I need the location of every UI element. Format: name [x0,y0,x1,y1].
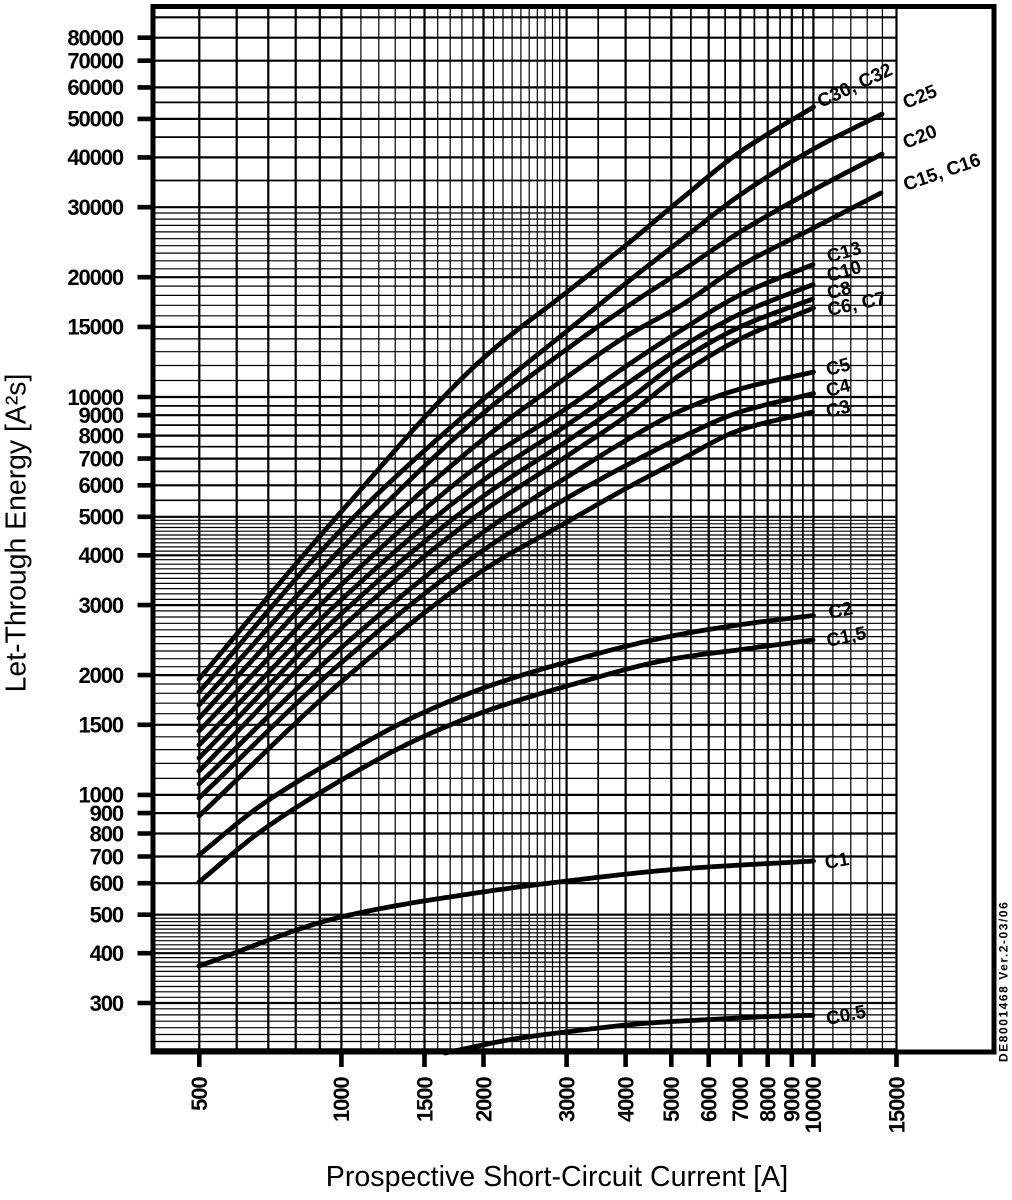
svg-text:2000: 2000 [471,1077,496,1122]
svg-text:50000: 50000 [67,107,124,132]
svg-text:2000: 2000 [78,663,123,688]
svg-text:300: 300 [90,991,124,1016]
svg-text:7000: 7000 [78,446,123,471]
svg-text:800: 800 [90,821,124,846]
svg-text:500: 500 [187,1077,212,1111]
svg-text:15000: 15000 [884,1077,909,1134]
svg-text:10000: 10000 [801,1077,826,1134]
svg-text:1000: 1000 [78,783,123,808]
svg-text:60000: 60000 [67,75,124,100]
svg-text:4000: 4000 [78,543,123,568]
svg-text:5000: 5000 [78,505,123,530]
svg-text:10000: 10000 [67,385,124,410]
svg-text:1500: 1500 [412,1077,437,1122]
svg-text:1500: 1500 [78,713,123,738]
svg-text:15000: 15000 [67,315,124,340]
svg-text:500: 500 [90,903,124,928]
svg-text:20000: 20000 [67,265,124,290]
svg-text:70000: 70000 [67,49,124,74]
svg-text:7000: 7000 [728,1077,753,1122]
svg-text:6000: 6000 [697,1077,722,1122]
svg-text:9000: 9000 [780,1077,805,1122]
svg-text:700: 700 [90,844,124,869]
svg-text:8000: 8000 [78,423,123,448]
svg-text:1000: 1000 [329,1077,354,1122]
svg-text:9000: 9000 [78,403,123,428]
svg-text:Let-Through Energy [A²s]: Let-Through Energy [A²s] [1,374,33,693]
svg-text:80000: 80000 [67,26,124,51]
svg-text:5000: 5000 [659,1077,684,1122]
svg-text:8000: 8000 [756,1077,781,1122]
svg-text:600: 600 [90,871,124,896]
svg-text:30000: 30000 [67,195,124,220]
svg-text:4000: 4000 [613,1077,638,1122]
svg-text:3000: 3000 [554,1077,579,1122]
svg-text:900: 900 [90,801,124,826]
svg-text:40000: 40000 [67,145,124,170]
svg-text:3000: 3000 [78,593,123,618]
svg-text:DE8001468 Ver.2-03/06: DE8001468 Ver.2-03/06 [996,901,1010,1062]
svg-text:Prospective Short-Circuit Curr: Prospective Short-Circuit Current [A] [326,1161,788,1193]
svg-text:400: 400 [90,941,124,966]
svg-text:6000: 6000 [78,473,123,498]
svg-text:C1: C1 [823,849,851,874]
svg-text:C2: C2 [827,598,855,624]
